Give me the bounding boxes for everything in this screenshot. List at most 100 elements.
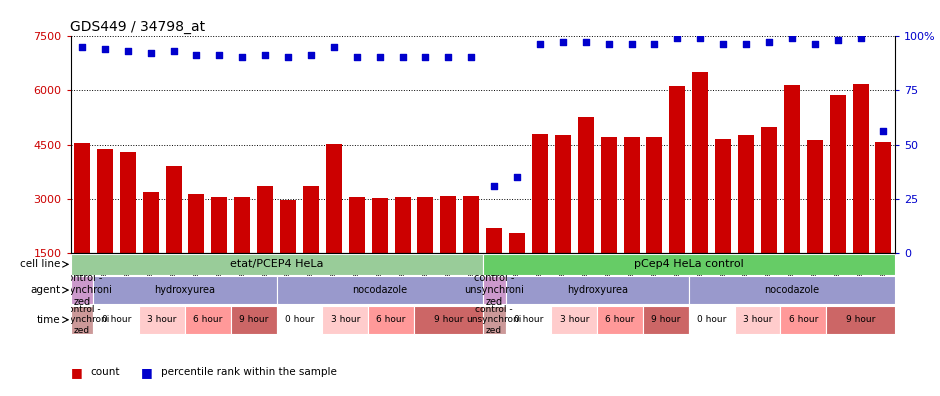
- Bar: [371, 198, 387, 308]
- Bar: [212, 197, 227, 308]
- Bar: [734, 306, 780, 334]
- Bar: [165, 166, 181, 308]
- Bar: [689, 276, 895, 304]
- Bar: [486, 228, 502, 308]
- Bar: [555, 135, 571, 308]
- Point: [98, 46, 113, 52]
- Text: hydroxyurea: hydroxyurea: [154, 285, 215, 295]
- Text: 3 hour: 3 hour: [331, 315, 360, 324]
- Bar: [368, 306, 414, 334]
- Text: 3 hour: 3 hour: [743, 315, 772, 324]
- Text: 9 hour: 9 hour: [651, 315, 681, 324]
- Bar: [97, 149, 113, 308]
- Point: [74, 43, 89, 50]
- Bar: [70, 306, 93, 334]
- Bar: [506, 306, 552, 334]
- Bar: [143, 192, 159, 308]
- Point: [372, 54, 387, 61]
- Bar: [689, 306, 734, 334]
- Bar: [623, 137, 639, 308]
- Bar: [578, 117, 594, 308]
- Bar: [597, 306, 643, 334]
- Text: 6 hour: 6 hour: [605, 315, 634, 324]
- Text: control -
unsynchroni
zed: control - unsynchroni zed: [55, 305, 110, 335]
- Bar: [780, 306, 826, 334]
- Point: [304, 52, 319, 58]
- Point: [693, 34, 708, 41]
- Bar: [234, 197, 250, 308]
- Bar: [188, 194, 205, 308]
- Point: [601, 41, 616, 48]
- Point: [395, 54, 410, 61]
- Text: cell line: cell line: [21, 259, 60, 269]
- Text: nocodazole: nocodazole: [352, 285, 407, 295]
- Point: [418, 54, 433, 61]
- Point: [509, 174, 525, 180]
- Text: control -
unsynchroni
zed: control - unsynchroni zed: [464, 274, 525, 307]
- Point: [143, 50, 158, 56]
- Text: pCep4 HeLa control: pCep4 HeLa control: [634, 259, 744, 269]
- Bar: [875, 142, 891, 308]
- Bar: [807, 140, 822, 308]
- Bar: [738, 135, 754, 308]
- Point: [235, 54, 250, 61]
- Text: 3 hour: 3 hour: [559, 315, 589, 324]
- Text: 6 hour: 6 hour: [376, 315, 406, 324]
- Bar: [185, 306, 231, 334]
- Bar: [119, 152, 135, 308]
- Text: nocodazole: nocodazole: [764, 285, 820, 295]
- Bar: [70, 254, 483, 275]
- Bar: [483, 306, 506, 334]
- Bar: [532, 134, 548, 308]
- Bar: [93, 306, 139, 334]
- Text: 0 hour: 0 hour: [102, 315, 131, 324]
- Point: [739, 41, 754, 48]
- Text: ■: ■: [70, 366, 83, 379]
- Point: [463, 54, 478, 61]
- Point: [670, 34, 685, 41]
- Bar: [258, 186, 274, 308]
- Point: [784, 34, 799, 41]
- Bar: [552, 306, 597, 334]
- Bar: [715, 139, 731, 308]
- Bar: [303, 186, 319, 308]
- Text: 0 hour: 0 hour: [514, 315, 543, 324]
- Bar: [74, 143, 90, 308]
- Text: 3 hour: 3 hour: [148, 315, 177, 324]
- Bar: [276, 306, 322, 334]
- Bar: [826, 306, 895, 334]
- Bar: [280, 200, 296, 308]
- Point: [647, 41, 662, 48]
- Bar: [483, 276, 506, 304]
- Text: 9 hour: 9 hour: [433, 315, 463, 324]
- Point: [761, 39, 776, 45]
- Text: 0 hour: 0 hour: [285, 315, 314, 324]
- Point: [876, 128, 891, 135]
- Bar: [326, 144, 342, 308]
- Point: [280, 54, 295, 61]
- Point: [807, 41, 822, 48]
- Bar: [647, 137, 663, 308]
- Text: control -
unsynchroni
zed: control - unsynchroni zed: [466, 305, 522, 335]
- Bar: [784, 86, 800, 308]
- Point: [853, 34, 868, 41]
- Point: [166, 48, 181, 54]
- Text: hydroxyurea: hydroxyurea: [567, 285, 628, 295]
- Point: [326, 43, 341, 50]
- Point: [830, 37, 845, 43]
- Text: 9 hour: 9 hour: [846, 315, 875, 324]
- Bar: [322, 306, 368, 334]
- Bar: [93, 276, 276, 304]
- Text: 6 hour: 6 hour: [194, 315, 223, 324]
- Text: etat/PCEP4 HeLa: etat/PCEP4 HeLa: [230, 259, 323, 269]
- Bar: [463, 196, 479, 308]
- Bar: [231, 306, 276, 334]
- Bar: [440, 196, 456, 308]
- Bar: [414, 306, 483, 334]
- Bar: [853, 84, 869, 308]
- Point: [624, 41, 639, 48]
- Point: [189, 52, 204, 58]
- Bar: [483, 254, 895, 275]
- Point: [350, 54, 365, 61]
- Text: time: time: [37, 315, 60, 325]
